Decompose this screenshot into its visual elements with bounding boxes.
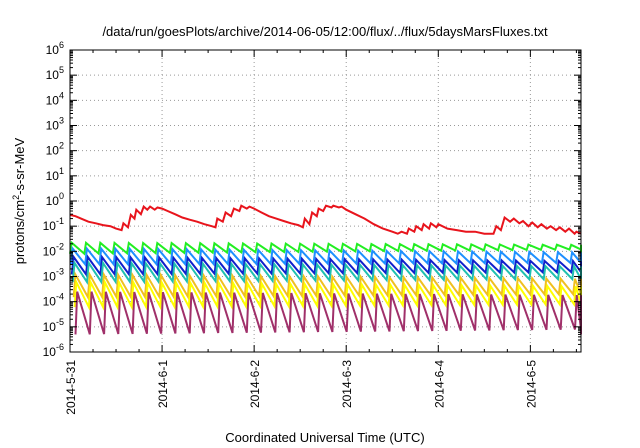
y-axis-label-sup: 2	[11, 195, 21, 200]
series-line-2	[69, 245, 582, 267]
data-series	[69, 204, 582, 335]
y-tick-label: 100	[46, 191, 64, 208]
y-tick-label: 103	[46, 116, 64, 133]
series-line-3	[70, 254, 582, 278]
x-tick-label: 2014-6-1	[156, 360, 170, 408]
y-tick-label: 10-2	[43, 241, 64, 258]
x-tick-label: 2014-6-3	[340, 360, 354, 408]
series-line-1	[69, 240, 582, 256]
chart-title: /data/run/goesPlots/archive/2014-06-05/1…	[102, 24, 548, 39]
x-tick-label: 2014-5-31	[64, 360, 78, 415]
y-tick-label: 105	[46, 65, 64, 82]
y-axis-label-suffix: -s-sr-MeV	[12, 137, 27, 194]
series-line-6	[73, 278, 582, 311]
x-tick-label: 2014-6-4	[432, 360, 446, 408]
x-axis-label: Coordinated Universal Time (UTC)	[225, 430, 424, 445]
x-tick-label: 2014-6-2	[248, 360, 262, 408]
x-axis: 2014-5-31 2014-6-1 2014-6-2 2014-6-3 2014-6-…	[64, 50, 577, 415]
series-line-5	[72, 271, 582, 301]
series-line-0	[69, 204, 582, 236]
y-tick-label: 10-4	[43, 292, 64, 309]
y-tick-label: 10-5	[43, 317, 64, 334]
y-tick-label: 104	[46, 90, 64, 107]
y-tick-label: 102	[46, 141, 64, 158]
y-axis-label-prefix: protons/cm	[12, 200, 27, 264]
y-tick-label: 10-6	[43, 342, 64, 359]
y-axis-label: protons/cm2-s-sr-MeV	[11, 137, 27, 264]
y-tick-label: 10-1	[43, 216, 64, 233]
y-tick-label: 10-3	[43, 267, 64, 284]
series-line-4	[71, 259, 582, 285]
y-tick-label: 101	[46, 166, 64, 183]
y-axis: 10-6 10-5 10-4 10-3 10-2 10-1 100 101 102 103 104 1…	[43, 40, 581, 359]
series-line-7	[74, 291, 582, 335]
x-tick-label: 2014-6-5	[524, 360, 538, 408]
y-tick-label: 106	[46, 40, 64, 57]
